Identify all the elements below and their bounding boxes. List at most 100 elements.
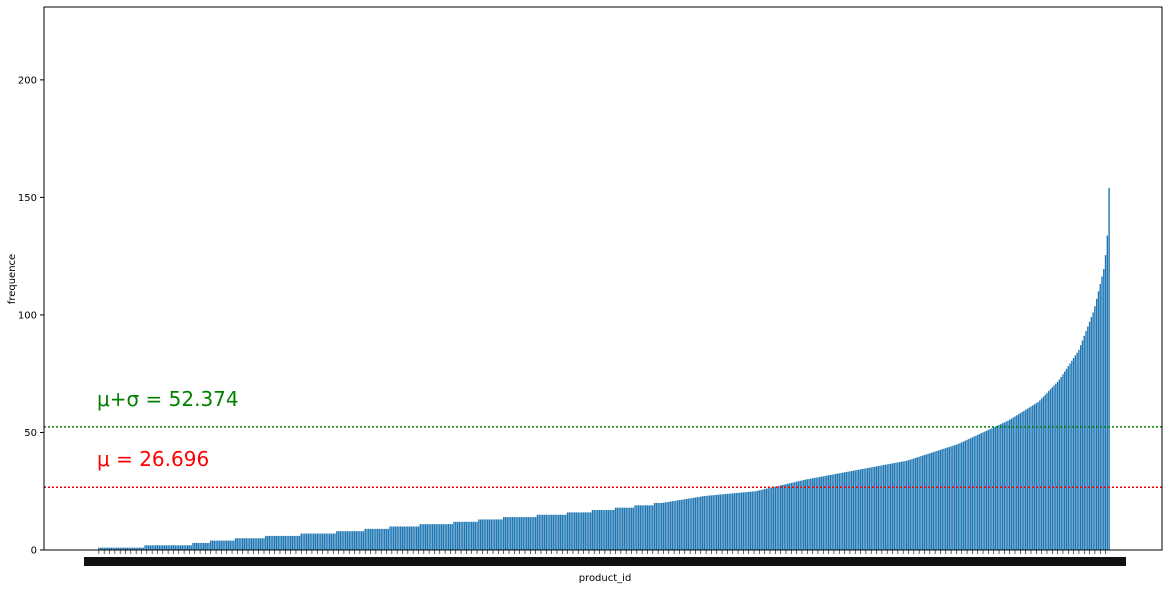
bar xyxy=(1044,394,1046,550)
bar xyxy=(430,524,432,550)
bar xyxy=(1058,379,1061,550)
bar xyxy=(124,547,127,550)
bar xyxy=(701,496,704,550)
bar xyxy=(1024,409,1027,550)
bar xyxy=(1051,387,1054,550)
bar xyxy=(325,533,327,550)
bar xyxy=(799,480,801,550)
bar xyxy=(1074,355,1077,550)
bar xyxy=(575,512,578,550)
bar xyxy=(309,533,311,550)
bar xyxy=(261,538,263,550)
bar xyxy=(630,507,633,550)
bar xyxy=(114,547,116,550)
y-tick-label: 150 xyxy=(18,193,37,204)
mu-plus-sigma-annotation: μ+σ = 52.374 xyxy=(97,387,239,411)
bar xyxy=(621,507,624,550)
bar xyxy=(811,478,814,550)
bar xyxy=(407,526,409,550)
bar xyxy=(822,476,824,550)
bar xyxy=(485,519,487,550)
bar xyxy=(895,462,897,550)
bar xyxy=(694,497,697,550)
bar xyxy=(964,440,967,550)
bar xyxy=(717,494,720,550)
bar xyxy=(504,517,507,550)
bar xyxy=(680,499,682,550)
bar xyxy=(508,517,510,550)
bar xyxy=(861,469,864,550)
bar xyxy=(572,512,574,550)
bar xyxy=(146,545,148,550)
bar xyxy=(524,517,526,550)
bar xyxy=(536,514,539,550)
bar xyxy=(1108,188,1110,550)
bar xyxy=(991,428,993,550)
bar xyxy=(339,531,342,550)
bar xyxy=(792,482,794,550)
bar xyxy=(195,542,198,550)
bar xyxy=(362,531,365,550)
bar xyxy=(609,510,611,550)
bar xyxy=(472,521,475,550)
bar xyxy=(321,533,324,550)
bar xyxy=(639,505,642,550)
bar xyxy=(403,526,405,550)
bar xyxy=(542,514,544,550)
bars-group xyxy=(98,188,1110,550)
bar xyxy=(257,538,260,550)
bar xyxy=(1016,415,1018,550)
bar xyxy=(211,540,214,550)
bar xyxy=(240,538,242,550)
bar xyxy=(891,463,894,550)
bar xyxy=(671,501,674,550)
bar xyxy=(696,497,698,550)
bar xyxy=(778,485,780,550)
bar xyxy=(442,524,445,550)
bar xyxy=(400,526,402,550)
bar xyxy=(733,493,736,550)
x-axis-label: product_id xyxy=(579,573,632,584)
bar xyxy=(170,545,173,550)
bar xyxy=(929,453,931,550)
bar xyxy=(787,483,789,550)
bar xyxy=(582,512,585,550)
bar xyxy=(394,526,397,550)
bar xyxy=(966,439,968,550)
bar xyxy=(1062,374,1064,550)
bar xyxy=(774,486,777,550)
bar xyxy=(806,479,808,550)
bar xyxy=(565,514,567,550)
bar xyxy=(985,430,988,550)
mu-annotation: μ = 26.696 xyxy=(97,447,209,471)
bar xyxy=(337,531,340,550)
bar xyxy=(428,524,430,550)
bar xyxy=(389,526,391,550)
y-tick-label: 0 xyxy=(31,546,37,557)
y-tick-label: 50 xyxy=(24,428,37,439)
bar xyxy=(291,535,294,550)
bar xyxy=(650,505,652,550)
bar xyxy=(955,444,958,550)
bar xyxy=(712,495,714,550)
bar xyxy=(373,528,375,550)
bar xyxy=(151,545,153,550)
bar xyxy=(527,517,530,550)
bar xyxy=(552,514,555,550)
bar xyxy=(172,545,175,550)
bar xyxy=(156,545,159,550)
bar xyxy=(781,484,784,550)
bar xyxy=(561,514,563,550)
bar xyxy=(332,533,334,550)
bar xyxy=(588,512,590,550)
bar xyxy=(392,526,395,550)
bar xyxy=(417,526,420,550)
bar xyxy=(515,517,517,550)
bar xyxy=(231,540,233,550)
bar xyxy=(1049,389,1052,550)
bar xyxy=(732,493,734,550)
bar xyxy=(934,451,936,550)
bar xyxy=(545,514,548,550)
bar xyxy=(476,521,478,550)
bar xyxy=(360,531,363,550)
